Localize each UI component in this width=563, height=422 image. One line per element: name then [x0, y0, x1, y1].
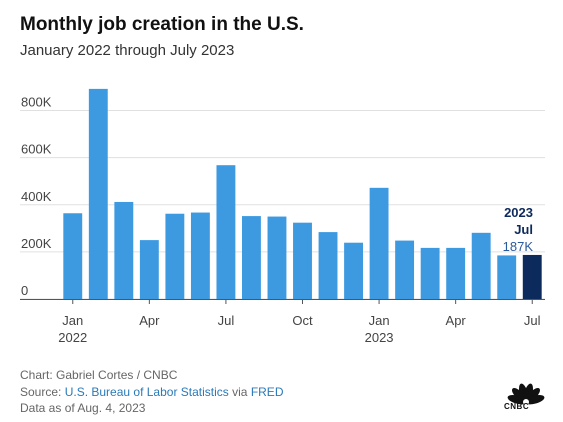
- bar: [522, 254, 542, 299]
- y-tick-label: 0: [21, 283, 28, 298]
- x-tick-label: Jul: [524, 313, 541, 328]
- y-tick-label: 600K: [21, 142, 52, 157]
- bar-chart: 0 200K 400K 600K 800K Jan 2022 Apr Jul Oct Jan 2023…: [20, 88, 545, 345]
- chart-credit: Chart: Gabriel Cortes / CNBC: [20, 368, 178, 382]
- x-tick-label: Apr: [139, 313, 160, 328]
- highlight-month-label: Jul: [514, 222, 533, 237]
- bls-link[interactable]: U.S. Bureau of Labor Statistics: [64, 385, 229, 399]
- x-tick-year-label: 2023: [365, 330, 394, 345]
- x-tick-year-label: 2022: [58, 330, 87, 345]
- cnbc-peacock-icon: [507, 383, 545, 405]
- x-tick-label: Apr: [446, 313, 467, 328]
- x-tick-label: Jan: [369, 313, 390, 328]
- fred-link[interactable]: FRED: [250, 385, 284, 399]
- bar: [395, 240, 415, 299]
- bar: [139, 240, 159, 299]
- bar: [369, 187, 389, 299]
- y-tick-label: 200K: [21, 236, 52, 251]
- bar: [165, 213, 185, 299]
- x-tick-label: Jul: [218, 313, 235, 328]
- chart-title: Monthly job creation in the U.S.: [20, 14, 304, 35]
- bar: [88, 88, 108, 299]
- source-prefix: Source:: [20, 385, 65, 399]
- bar: [497, 255, 517, 299]
- bar: [63, 213, 83, 299]
- source-line: Source: U.S. Bureau of Labor Statistics …: [20, 385, 283, 399]
- x-tick-label: Jan: [62, 313, 83, 328]
- highlight-value-label: 187K: [503, 239, 534, 254]
- bar: [471, 232, 491, 299]
- source-via: via: [228, 385, 251, 399]
- bar: [293, 222, 312, 299]
- bar: [420, 247, 440, 299]
- bar: [114, 201, 134, 299]
- bar: [242, 216, 261, 299]
- bar: [446, 247, 466, 299]
- y-tick-label: 800K: [21, 95, 52, 110]
- bar: [190, 212, 210, 299]
- highlight-year-label: 2023: [504, 205, 533, 220]
- bar: [318, 232, 338, 299]
- bar: [267, 216, 287, 299]
- bar: [216, 165, 236, 299]
- cnbc-logo-text: CNBC: [504, 402, 530, 411]
- chart-subtitle: January 2022 through July 2023: [20, 42, 235, 59]
- x-tick-label: Oct: [292, 313, 313, 328]
- bar: [344, 242, 363, 299]
- y-tick-label: 400K: [21, 189, 52, 204]
- data-date: Data as of Aug. 4, 2023: [20, 401, 146, 415]
